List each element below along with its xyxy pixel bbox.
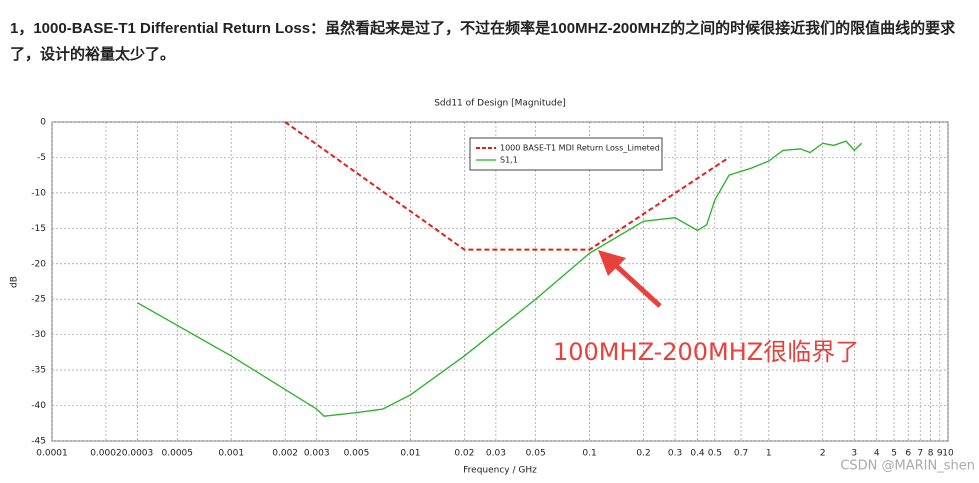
arrow-shaft bbox=[610, 260, 662, 308]
legend-box bbox=[469, 137, 663, 171]
x-tick-label: 0.3 bbox=[668, 449, 682, 459]
y-tick-label: -40 bbox=[31, 401, 46, 411]
x-tick-label: 0.003 bbox=[304, 449, 330, 459]
x-tick-label: 0.0002 bbox=[90, 449, 122, 459]
x-tick-label: 4 bbox=[874, 449, 880, 459]
x-tick-label: 0.005 bbox=[344, 449, 370, 459]
chart-title: Sdd11 of Design [Magnitude] bbox=[434, 99, 566, 109]
y-tick-label: -45 bbox=[31, 437, 46, 447]
x-tick-label: 8 bbox=[928, 449, 934, 459]
x-tick-label: 0.4 bbox=[690, 449, 705, 459]
y-tick-label: -20 bbox=[31, 259, 46, 269]
paragraph: 1，1000-BASE-T1 Differential Return Loss：… bbox=[10, 20, 956, 63]
x-tick-label: 0.05 bbox=[526, 449, 546, 459]
x-tick-label: 1 bbox=[766, 449, 772, 459]
x-tick-label: 9 bbox=[937, 449, 943, 459]
y-tick-label: -10 bbox=[31, 188, 46, 198]
series-line bbox=[137, 140, 863, 417]
series-line bbox=[284, 121, 730, 251]
x-tick-label: 10 bbox=[942, 449, 954, 459]
x-tick-label: 5 bbox=[891, 449, 897, 459]
y-tick-label: -5 bbox=[37, 153, 46, 163]
y-axis-label: dB bbox=[10, 276, 20, 288]
x-tick-label: 2 bbox=[820, 449, 826, 459]
x-tick-label: 0.2 bbox=[636, 449, 650, 459]
annotation: 100MHZ-200MHZ很临界了 bbox=[553, 338, 859, 366]
x-tick-label: 0.002 bbox=[272, 449, 298, 459]
x-tick-label: 0.03 bbox=[486, 449, 506, 459]
x-tick-label: 0.0003 bbox=[122, 449, 154, 459]
watermark: CSDN @MARIN_shen bbox=[840, 459, 975, 474]
legend-label: S1,1 bbox=[500, 156, 518, 165]
x-tick-label: 0.02 bbox=[454, 449, 474, 459]
x-tick-label: 0.7 bbox=[734, 449, 748, 459]
x-tick-label: 0.001 bbox=[218, 449, 244, 459]
x-axis-label: Frequency / GHz bbox=[463, 466, 537, 476]
y-tick-label: -25 bbox=[31, 295, 46, 305]
x-tick-label: 6 bbox=[905, 449, 911, 459]
y-tick-label: -35 bbox=[31, 366, 46, 376]
x-tick-label: 0.5 bbox=[708, 449, 722, 459]
y-tick-label: -15 bbox=[31, 224, 46, 234]
x-tick-label: 0.0005 bbox=[162, 449, 194, 459]
x-tick-label: 7 bbox=[917, 449, 923, 459]
legend-label: 1000 BASE-T1 MDI Return Loss_Limeted bbox=[500, 144, 660, 153]
x-tick-label: 0.0001 bbox=[36, 449, 68, 459]
x-tick-label: 3 bbox=[851, 449, 857, 459]
arrow-head bbox=[598, 250, 626, 276]
arrow bbox=[598, 250, 662, 308]
y-tick-label: -30 bbox=[31, 330, 46, 340]
plot-area bbox=[51, 121, 949, 442]
x-tick-label: 0.01 bbox=[400, 449, 420, 459]
x-tick-label: 0.1 bbox=[582, 449, 596, 459]
y-tick-label: 0 bbox=[40, 118, 46, 128]
